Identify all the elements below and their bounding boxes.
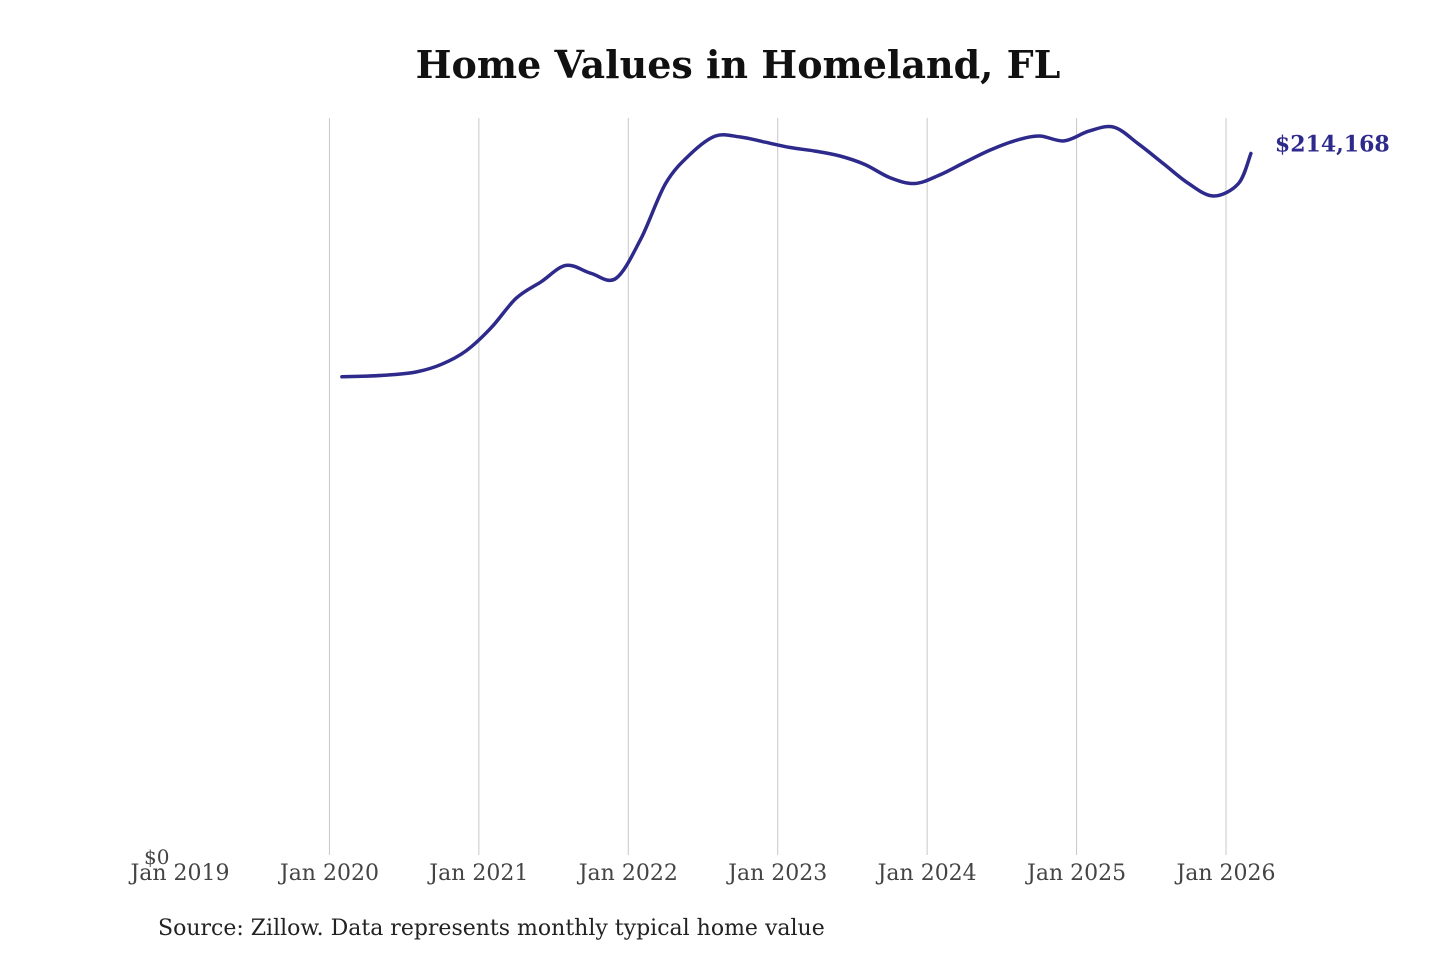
x-tick-label: Jan 2021 bbox=[427, 861, 528, 886]
x-tick-label: Jan 2024 bbox=[876, 861, 977, 886]
x-tick-label: Jan 2023 bbox=[726, 861, 827, 886]
y-tick-label: $0 bbox=[144, 845, 169, 869]
x-tick-label: Jan 2025 bbox=[1025, 861, 1126, 886]
chart-title: Home Values in Homeland, FL bbox=[415, 42, 1061, 87]
axis-labels: Jan 2019 Jan 2020 Jan 2021 Jan 2022 Jan 2023… bbox=[128, 131, 1389, 886]
source-note: Source: Zillow. Data represents monthly … bbox=[158, 916, 825, 941]
x-tick-label: Jan 2019 bbox=[128, 861, 229, 886]
x-tick-label: Jan 2026 bbox=[1174, 861, 1275, 886]
end-value-label: $214,168 bbox=[1275, 131, 1390, 157]
series-line bbox=[340, 124, 1253, 379]
x-tick-label: Jan 2022 bbox=[577, 861, 678, 886]
series-line-group bbox=[340, 124, 1253, 379]
x-tick-label: Jan 2020 bbox=[278, 861, 379, 886]
grid-lines bbox=[328, 118, 1227, 855]
